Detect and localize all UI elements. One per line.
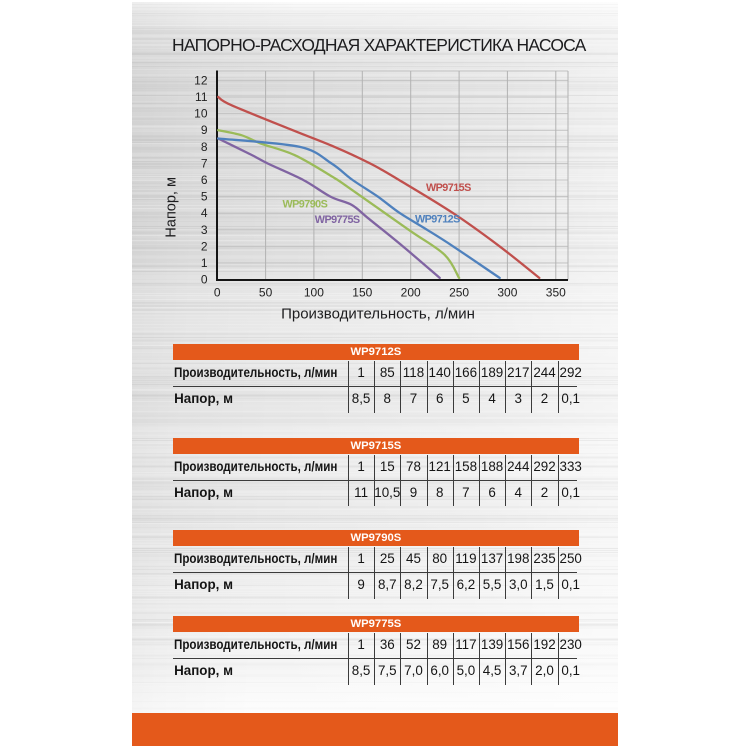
svg-text:50: 50 <box>259 286 273 300</box>
svg-text:0: 0 <box>201 273 208 287</box>
svg-text:250: 250 <box>449 286 469 300</box>
svg-text:300: 300 <box>497 286 517 300</box>
svg-text:100: 100 <box>304 286 324 300</box>
svg-text:8: 8 <box>201 140 208 154</box>
svg-text:WP9775S: WP9775S <box>315 214 360 226</box>
svg-text:0: 0 <box>214 286 221 300</box>
svg-text:200: 200 <box>401 286 421 300</box>
svg-text:9: 9 <box>201 123 208 137</box>
svg-text:Напор, м: Напор, м <box>164 177 180 238</box>
svg-text:3: 3 <box>201 223 208 237</box>
svg-text:10: 10 <box>194 107 208 121</box>
svg-text:150: 150 <box>352 286 372 300</box>
svg-text:Производительность, л/мин: Производительность, л/мин <box>281 306 475 323</box>
svg-text:4: 4 <box>201 206 208 220</box>
svg-text:5: 5 <box>201 190 208 204</box>
svg-text:350: 350 <box>546 286 566 300</box>
svg-text:WP9790S: WP9790S <box>283 198 328 210</box>
svg-text:WP9715S: WP9715S <box>426 182 471 194</box>
svg-text:1: 1 <box>201 256 208 270</box>
svg-text:11: 11 <box>195 90 208 104</box>
svg-text:6: 6 <box>201 173 208 187</box>
svg-text:7: 7 <box>201 156 208 170</box>
svg-text:2: 2 <box>201 239 208 253</box>
svg-text:12: 12 <box>194 73 208 87</box>
svg-text:WP9712S: WP9712S <box>415 213 460 225</box>
